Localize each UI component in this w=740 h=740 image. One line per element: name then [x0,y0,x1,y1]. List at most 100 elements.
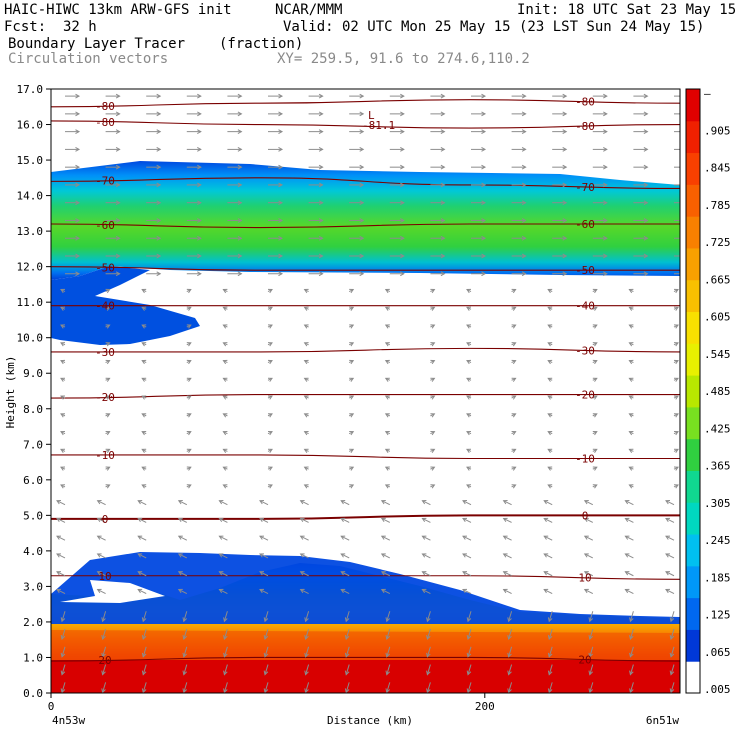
vector-head [592,395,598,400]
vector-shaft [223,664,228,675]
vector-head [115,218,121,223]
vector-head [511,395,517,400]
vector-head [603,93,608,99]
vector-head [440,235,446,241]
vector-head [237,253,243,259]
vector-head [430,466,436,471]
contour-label: 20 [578,653,591,666]
vector-head [344,688,350,693]
vector-head [502,553,508,558]
vector-head [349,324,355,329]
vector-head [340,571,346,576]
vector-head [344,635,350,641]
vector-head [592,413,598,418]
colorbar-label: .725 [704,236,731,249]
vector-shaft [467,682,472,693]
vector-head [511,377,517,382]
vector-shaft [462,553,472,559]
vector-head [56,500,62,505]
vector-head [673,288,679,294]
vector-head [562,147,568,152]
vector-head [156,111,162,117]
vector-head [421,553,427,558]
contour-label: 0 [582,509,589,522]
vector-head [349,306,355,311]
vector-head [222,377,228,382]
vector-shaft [102,664,107,675]
vector-head [60,288,66,294]
vector-head [303,359,309,365]
vector-head [430,324,436,329]
vector-head [669,617,675,623]
vector-head [511,359,517,365]
vector-head [384,466,390,471]
vector-shaft [422,589,431,594]
vector-head [673,466,679,471]
vector-head [628,484,634,489]
vector-head [603,129,608,134]
vector-shaft [381,518,391,523]
vector-head [547,395,553,400]
contour-label: -10 [575,453,595,466]
vector-shaft [629,682,634,693]
vector-head [96,517,102,523]
vector-head [60,635,66,641]
vector-shaft [219,571,228,577]
vector-head [440,129,446,134]
vector-head [629,688,634,693]
vector-head [665,500,671,505]
vector-head [521,200,527,206]
vector-head [543,500,549,505]
vector-head [105,377,111,382]
x-tick-label: 200 [475,700,495,713]
vector-head [400,129,405,134]
vector-head [222,359,228,365]
vector-head [481,218,487,223]
colorbar-label: .545 [704,348,731,361]
field-units: (fraction) [219,36,304,52]
vector-head [299,588,305,594]
contour-label: -70 [95,174,115,187]
vector-shaft [259,571,269,577]
vector-head [384,448,390,453]
vector-head [318,111,324,117]
vector-shaft [300,518,309,523]
vector-shaft [584,518,594,523]
vector-head [60,377,66,382]
vector-head [562,182,568,188]
vector-shaft [625,535,634,541]
vector-head [384,484,390,489]
vector-shaft [97,518,106,523]
vector-head [462,535,468,540]
vector-head [502,571,508,576]
y-axis-label: Height (km) [4,356,17,429]
vector-head [304,635,309,641]
vector-head [511,466,517,471]
vector-head [502,588,508,594]
vector-head [481,164,487,170]
vector-head [299,517,305,523]
vector-shaft [589,628,594,640]
vector-head [628,359,634,365]
vector-head [643,271,649,277]
vector-head [521,129,527,134]
vector-head [105,324,111,329]
vector-head [624,571,630,576]
right-endpoint-label: 6n51w [646,714,679,727]
vector-head [543,535,549,540]
vector-head [440,218,446,223]
fcst-label: Fcst: [4,19,47,35]
vector-head [60,448,66,453]
vector-head [223,635,228,641]
vector-head [60,395,66,400]
vector-shaft [178,571,188,577]
vector-head [669,670,675,676]
vector-head [430,377,436,382]
vector-shaft [300,571,309,577]
vector-head [603,164,608,170]
colorbar-swatch [686,152,700,185]
vector-head [222,306,228,311]
vector-head [624,517,630,523]
vector-head [543,553,549,558]
vector-shaft [381,535,391,541]
